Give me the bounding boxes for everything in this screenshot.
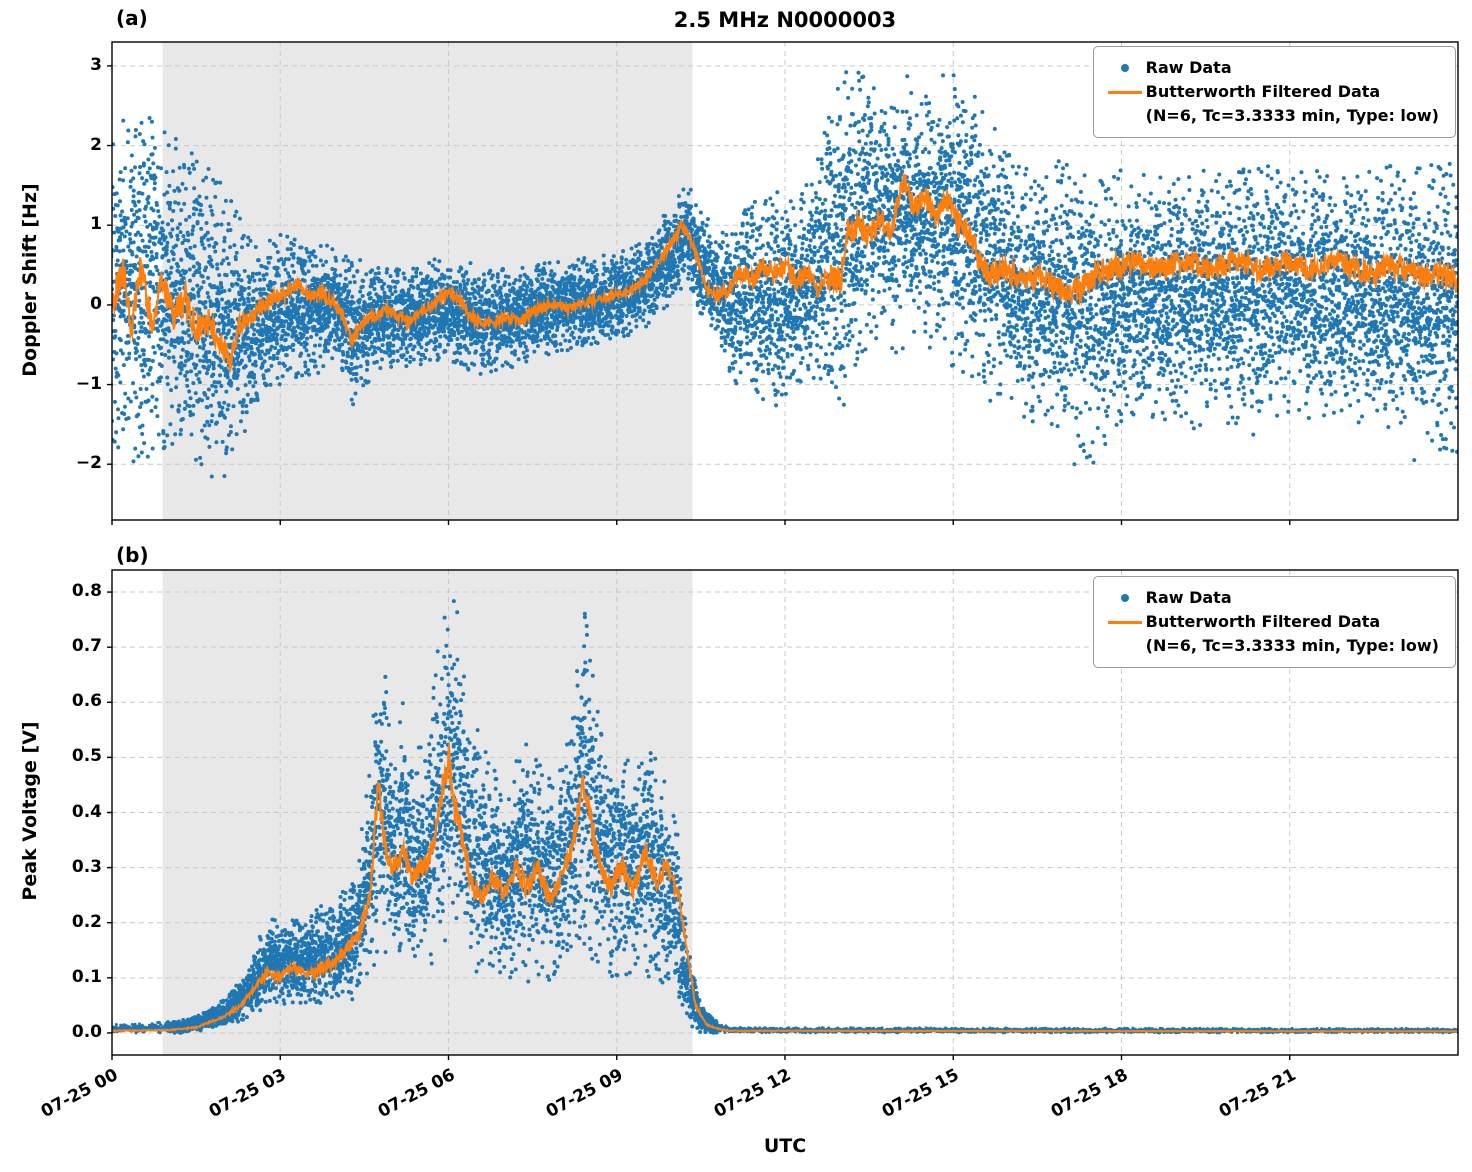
y-tick-label-voltage: 0.6: [71, 691, 102, 712]
y-tick-label-doppler: −2: [75, 453, 102, 474]
panel-b-tag: (b): [116, 543, 149, 567]
legend-panel-a: Raw Data Butterworth Filtered Data (N=6,…: [1092, 46, 1456, 138]
y-tick-label-doppler: 1: [90, 214, 102, 235]
y-axis-label-voltage: Peak Voltage [V]: [19, 721, 41, 901]
raw-data-marker-icon: [1104, 594, 1146, 602]
y-axis-label-doppler: Doppler Shift [Hz]: [19, 183, 41, 377]
filtered-line-marker-icon: [1104, 620, 1146, 624]
legend-row-filtered: Butterworth Filtered Data: [1104, 610, 1439, 634]
legend-row-raw: Raw Data: [1104, 56, 1439, 80]
y-tick-label-doppler: −1: [75, 373, 102, 394]
y-tick-label-voltage: 0.5: [71, 746, 102, 767]
legend-filtered-label: Butterworth Filtered Data: [1145, 612, 1381, 631]
x-axis-label: UTC: [763, 1135, 807, 1157]
legend-filtered-params: (N=6, Tc=3.3333 min, Type: low): [1145, 636, 1439, 655]
legend-filtered-params: (N=6, Tc=3.3333 min, Type: low): [1145, 106, 1439, 125]
legend-row-filtered-params: (N=6, Tc=3.3333 min, Type: low): [1104, 634, 1439, 658]
legend-filtered-label: Butterworth Filtered Data: [1145, 82, 1381, 101]
y-tick-label-doppler: 3: [90, 54, 102, 75]
y-tick-label-voltage: 0.0: [71, 1021, 102, 1042]
legend-panel-b: Raw Data Butterworth Filtered Data (N=6,…: [1092, 576, 1456, 668]
panel-a-tag: (a): [116, 6, 148, 30]
y-tick-label-voltage: 0.7: [71, 636, 102, 657]
y-tick-label-voltage: 0.1: [71, 966, 102, 987]
legend-row-raw: Raw Data: [1104, 586, 1439, 610]
filtered-line-marker-icon: [1104, 90, 1146, 94]
y-tick-label-doppler: 0: [90, 293, 102, 314]
y-tick-label-voltage: 0.8: [71, 581, 102, 602]
raw-data-marker-icon: [1104, 64, 1146, 72]
y-tick-label-doppler: 2: [90, 134, 102, 155]
legend-raw-label: Raw Data: [1145, 588, 1232, 607]
y-tick-label-voltage: 0.4: [71, 801, 102, 822]
legend-row-filtered-params: (N=6, Tc=3.3333 min, Type: low): [1104, 104, 1439, 128]
y-tick-label-voltage: 0.2: [71, 911, 102, 932]
legend-raw-label: Raw Data: [1145, 58, 1232, 77]
legend-row-filtered: Butterworth Filtered Data: [1104, 80, 1439, 104]
figure-title: 2.5 MHz N0000003: [673, 8, 897, 32]
y-tick-label-voltage: 0.3: [71, 856, 102, 877]
